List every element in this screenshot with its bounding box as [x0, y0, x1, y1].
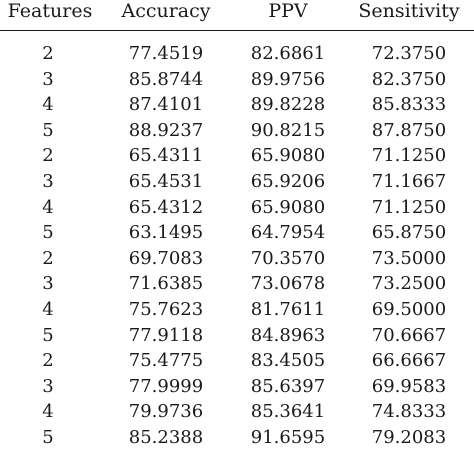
cell-accuracy: 75.4775	[128, 350, 204, 372]
cell-accuracy: 75.7623	[128, 298, 204, 320]
cell-sensitivity: 72.3750	[371, 43, 447, 64]
header-accuracy: Accuracy	[100, 0, 232, 31]
table-row: 3 85.8744 89.9756 82.3750	[0, 67, 474, 93]
table-row: 2 75.4775 83.4505 66.6667	[0, 348, 474, 374]
cell-sensitivity: 66.6667	[371, 350, 447, 372]
cell-ppv: 85.3641	[250, 401, 326, 423]
cell-accuracy: 85.2388	[128, 426, 204, 448]
header-sensitivity: Sensitivity	[344, 0, 474, 31]
cell-features: 2	[42, 350, 54, 372]
cell-accuracy: 65.4531	[128, 170, 204, 192]
cell-accuracy: 63.1495	[128, 222, 204, 244]
cell-accuracy: 77.4519	[128, 43, 204, 64]
cell-sensitivity: 73.2500	[371, 273, 447, 295]
cell-accuracy: 79.9736	[128, 401, 204, 423]
table-row: 5 77.9118 84.8963 70.6667	[0, 323, 474, 349]
cell-accuracy: 65.4312	[128, 196, 204, 218]
cell-features: 4	[42, 401, 54, 423]
table-row: 4 87.4101 89.8228 85.8333	[0, 92, 474, 118]
cell-ppv: 84.8963	[250, 324, 326, 346]
cell-sensitivity: 73.5000	[371, 247, 447, 269]
cell-features: 3	[42, 170, 54, 192]
cell-ppv: 65.9080	[250, 145, 326, 167]
table-row: 4 75.7623 81.7611 69.5000	[0, 297, 474, 323]
table-row: 3 77.9999 85.6397 69.9583	[0, 374, 474, 400]
table-row: 3 71.6385 73.0678 73.2500	[0, 271, 474, 297]
cell-features: 2	[42, 145, 54, 167]
cell-sensitivity: 65.8750	[371, 222, 447, 244]
cell-sensitivity: 79.2083	[371, 426, 447, 448]
cell-sensitivity: 69.9583	[371, 375, 447, 397]
table-row: 2 65.4311 65.9080 71.1250	[0, 143, 474, 169]
cell-features: 3	[42, 273, 54, 295]
cell-features: 4	[42, 196, 54, 218]
cell-accuracy: 85.8744	[128, 68, 204, 90]
table-header: Features Accuracy PPV Sensitivity	[0, 0, 474, 31]
cell-ppv: 64.7954	[250, 222, 326, 244]
cell-accuracy: 88.9237	[128, 119, 204, 141]
cell-ppv: 85.6397	[250, 375, 326, 397]
cell-ppv: 65.9206	[250, 170, 326, 192]
cell-accuracy: 71.6385	[128, 273, 204, 295]
cell-features: 5	[42, 222, 54, 244]
cell-accuracy: 87.4101	[128, 94, 204, 116]
cell-sensitivity: 71.1250	[371, 196, 447, 218]
cell-sensitivity: 70.6667	[371, 324, 447, 346]
cell-accuracy: 65.4311	[128, 145, 204, 167]
table-row: 5 88.9237 90.8215 87.8750	[0, 118, 474, 144]
cell-features: 4	[42, 94, 54, 116]
cell-ppv: 89.9756	[250, 68, 326, 90]
cell-accuracy: 77.9118	[128, 324, 204, 346]
table-body: 2 77.4519 82.6861 72.3750 3 85.8744 89.9756 82.…	[0, 31, 474, 451]
cell-sensitivity: 69.5000	[371, 298, 447, 320]
results-table: Features Accuracy PPV Sensitivity 2 77.45…	[0, 0, 474, 451]
cell-sensitivity: 71.1667	[371, 170, 447, 192]
table-row: 5 63.1495 64.7954 65.8750	[0, 220, 474, 246]
cell-accuracy: 77.9999	[128, 375, 204, 397]
cell-features: 3	[42, 68, 54, 90]
header-row: Features Accuracy PPV Sensitivity	[0, 0, 474, 31]
cell-ppv: 82.6861	[250, 43, 326, 64]
cell-ppv: 73.0678	[250, 273, 326, 295]
table-row: 2 77.4519 82.6861 72.3750	[0, 31, 474, 67]
cell-sensitivity: 85.8333	[371, 94, 447, 116]
cell-sensitivity: 74.8333	[371, 401, 447, 423]
table-row: 4 65.4312 65.9080 71.1250	[0, 195, 474, 221]
table-row: 3 65.4531 65.9206 71.1667	[0, 169, 474, 195]
table-row: 5 85.2388 91.6595 79.2083	[0, 425, 474, 451]
header-ppv: PPV	[232, 0, 344, 31]
cell-ppv: 89.8228	[250, 94, 326, 116]
cell-sensitivity: 82.3750	[371, 68, 447, 90]
cell-features: 5	[42, 119, 54, 141]
cell-ppv: 83.4505	[250, 350, 326, 372]
table-row: 2 69.7083 70.3570 73.5000	[0, 246, 474, 272]
cell-sensitivity: 87.8750	[371, 119, 447, 141]
cell-features: 2	[42, 247, 54, 269]
cell-features: 4	[42, 298, 54, 320]
cell-ppv: 70.3570	[250, 247, 326, 269]
cell-features: 3	[42, 375, 54, 397]
header-features: Features	[0, 0, 100, 31]
cell-features: 5	[42, 324, 54, 346]
cell-features: 2	[42, 43, 54, 64]
cell-accuracy: 69.7083	[128, 247, 204, 269]
cell-features: 5	[42, 426, 54, 448]
cell-ppv: 91.6595	[250, 426, 326, 448]
cell-sensitivity: 71.1250	[371, 145, 447, 167]
cell-ppv: 81.7611	[250, 298, 326, 320]
cell-ppv: 65.9080	[250, 196, 326, 218]
cell-ppv: 90.8215	[250, 119, 326, 141]
table-row: 4 79.9736 85.3641 74.8333	[0, 399, 474, 425]
